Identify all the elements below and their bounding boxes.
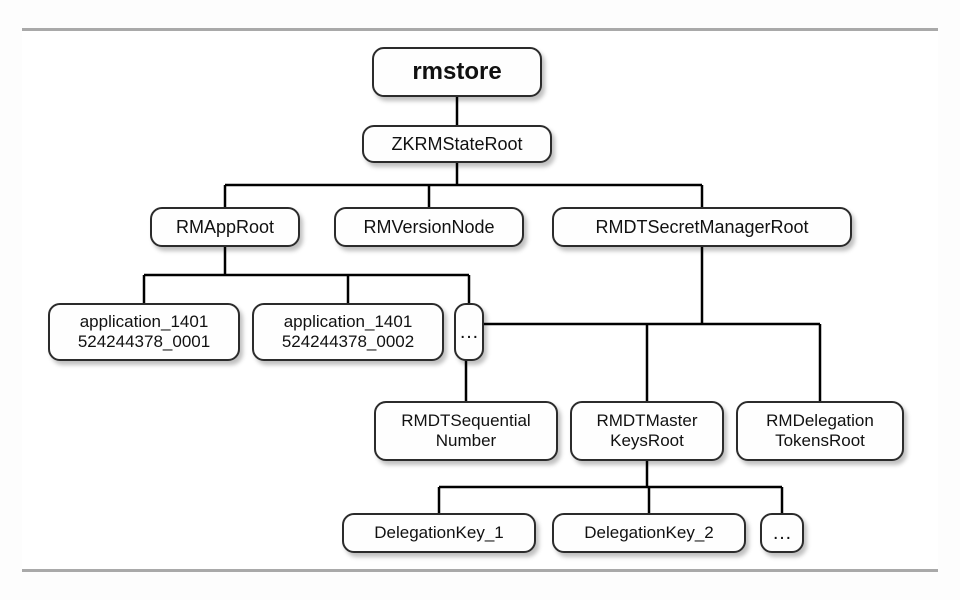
node-label: rmstore <box>412 58 501 86</box>
node-approot: RMAppRoot <box>150 207 300 247</box>
node-versionnode: RMVersionNode <box>334 207 524 247</box>
node-label: … <box>459 321 479 344</box>
node-app2: application_1401 524244378_0002 <box>252 303 444 361</box>
node-label: RMDTSecretManagerRoot <box>595 217 808 238</box>
page: rmstore ZKRMStateRoot RMAppRoot RMVersio… <box>0 0 960 600</box>
node-label: application_1401 524244378_0001 <box>78 312 210 351</box>
node-label: DelegationKey_2 <box>584 523 713 543</box>
node-delegtokens: RMDelegation TokensRoot <box>736 401 904 461</box>
node-label: … <box>772 522 792 545</box>
node-rmstore: rmstore <box>372 47 542 97</box>
node-label: RMDTSequential Number <box>401 411 530 450</box>
node-app1: application_1401 524244378_0001 <box>48 303 240 361</box>
node-label: RMAppRoot <box>176 217 274 238</box>
node-label: RMDTMaster KeysRoot <box>596 411 697 450</box>
node-masterkeys: RMDTMaster KeysRoot <box>570 401 724 461</box>
node-dkey1: DelegationKey_1 <box>342 513 536 553</box>
diagram-frame: rmstore ZKRMStateRoot RMAppRoot RMVersio… <box>22 28 938 572</box>
node-label: application_1401 524244378_0002 <box>282 312 414 351</box>
node-dkey-more: … <box>760 513 804 553</box>
node-label: ZKRMStateRoot <box>391 134 522 155</box>
node-label: RMDelegation TokensRoot <box>766 411 874 450</box>
node-app-more: … <box>454 303 484 361</box>
node-seqnum: RMDTSequential Number <box>374 401 558 461</box>
node-label: DelegationKey_1 <box>374 523 503 543</box>
node-stateroot: ZKRMStateRoot <box>362 125 552 163</box>
node-label: RMVersionNode <box>363 217 494 238</box>
node-secretmgr: RMDTSecretManagerRoot <box>552 207 852 247</box>
node-dkey2: DelegationKey_2 <box>552 513 746 553</box>
